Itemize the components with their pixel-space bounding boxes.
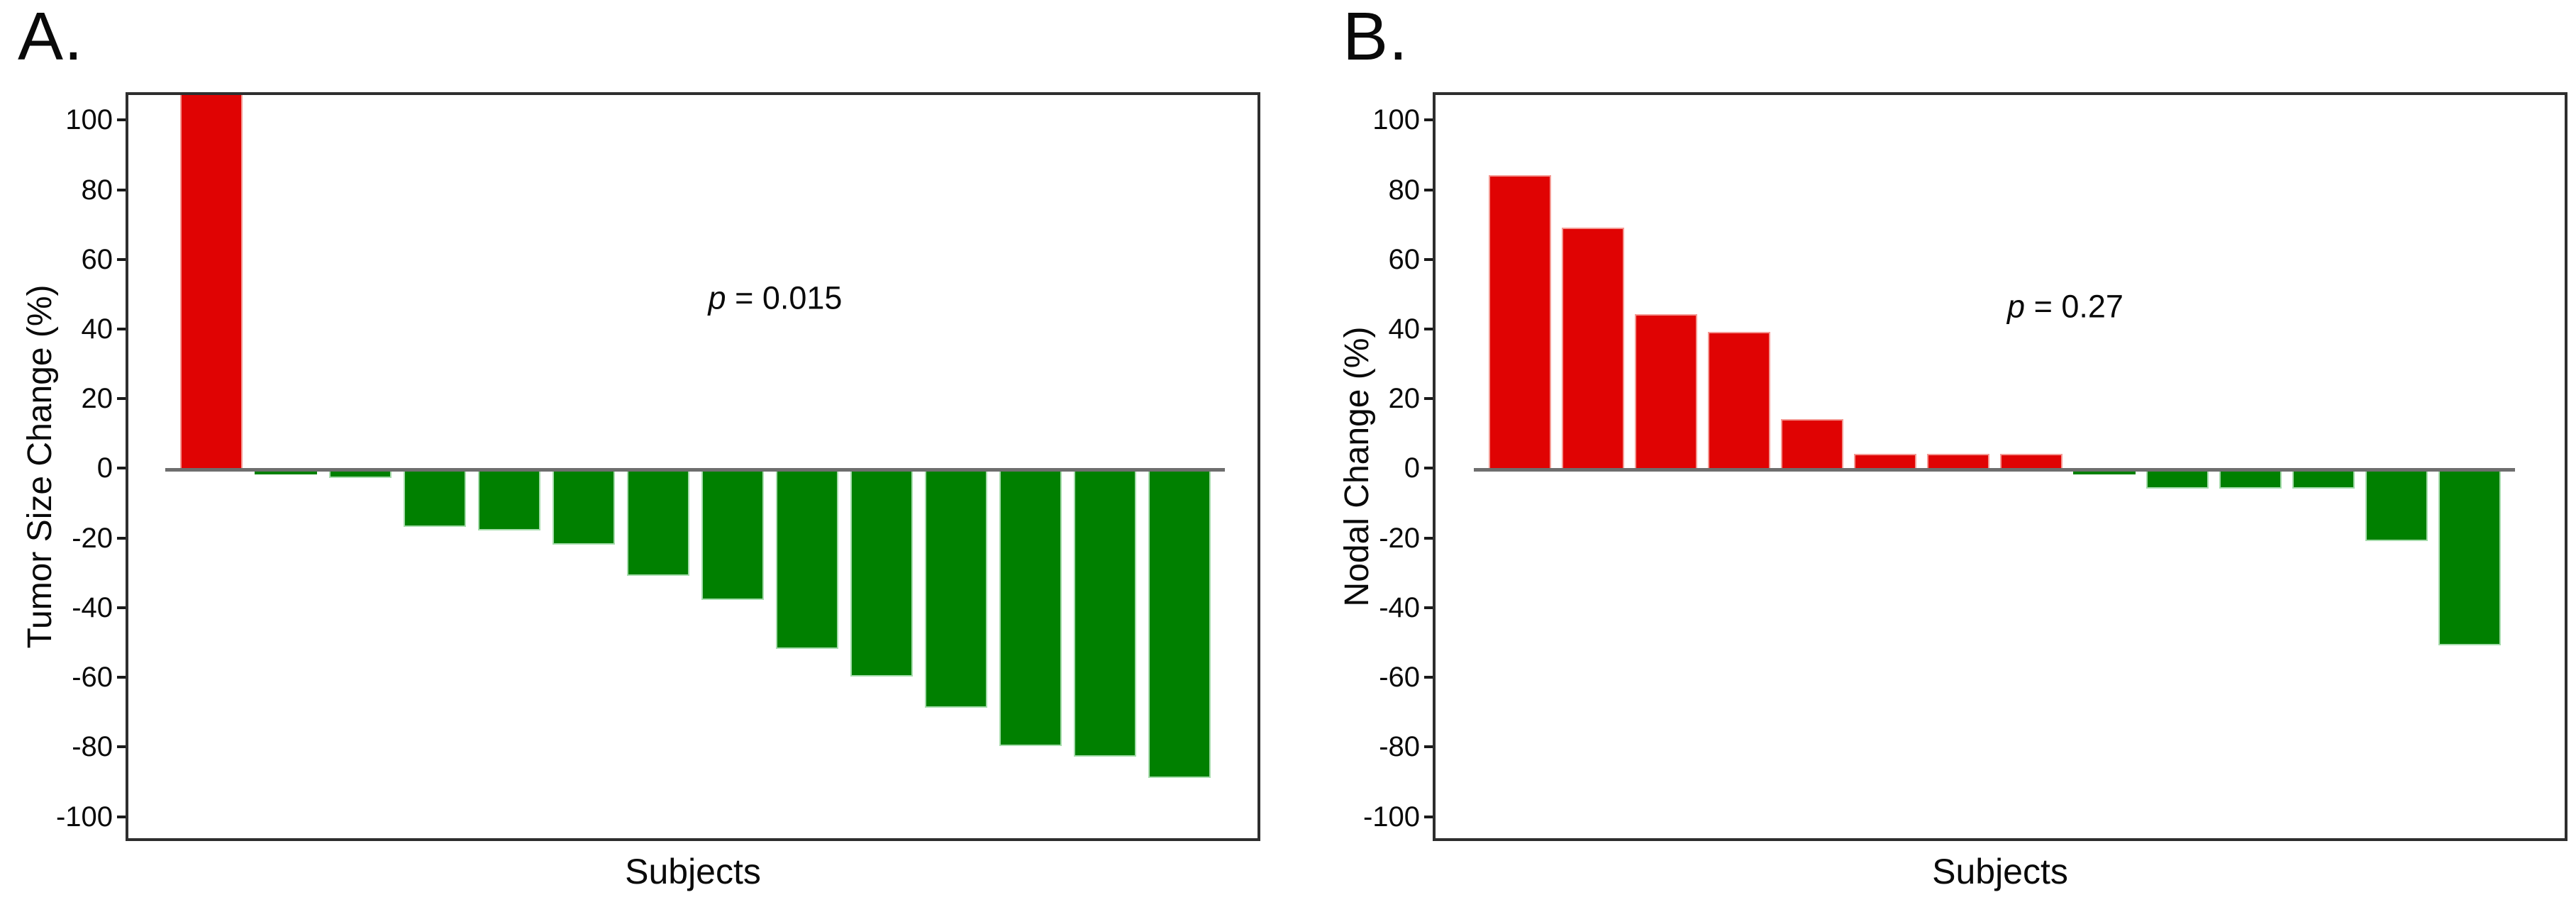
- y-tick-mark-b-40: [1424, 327, 1433, 330]
- bar-a-11: [925, 471, 987, 708]
- y-tick-mark-a--80: [117, 745, 126, 749]
- bar-b-11: [2219, 471, 2282, 489]
- y-tick-mark-a-40: [117, 327, 126, 330]
- p-symbol-b: p: [2007, 288, 2026, 325]
- y-tick-mark-a-80: [117, 188, 126, 191]
- bar-a-5: [478, 471, 540, 530]
- plot-area-b: [1433, 92, 2567, 841]
- zero-axis-line-a: [165, 468, 1225, 472]
- y-tick-mark-b-0: [1424, 467, 1433, 470]
- y-tick-label-b-40: 40: [1388, 313, 1421, 345]
- panel-label-a: A.: [18, 0, 84, 74]
- bar-a-7: [627, 471, 689, 576]
- bar-b-6: [1854, 453, 1916, 472]
- y-tick-mark-b-80: [1424, 188, 1433, 191]
- y-axis-title-a: Tumor Size Change (%): [21, 284, 59, 649]
- p-value-annotation-a: p = 0.015: [709, 282, 843, 314]
- y-tick-mark-a--20: [117, 536, 126, 540]
- x-axis-title-a: Subjects: [625, 852, 761, 891]
- y-tick-mark-a-60: [117, 257, 126, 261]
- y-tick-label-a--20: -20: [72, 522, 113, 554]
- y-tick-mark-b--20: [1424, 536, 1433, 540]
- y-tick-mark-a-20: [117, 397, 126, 401]
- y-tick-label-b--60: -60: [1379, 662, 1420, 694]
- y-tick-mark-b-100: [1424, 118, 1433, 122]
- p-value-text-a: = 0.015: [726, 279, 843, 316]
- bar-a-9: [776, 471, 838, 649]
- bar-a-2: [255, 471, 317, 475]
- y-axis-title-b: Nodal Change (%): [1338, 326, 1376, 607]
- bar-b-5: [1781, 418, 1843, 472]
- y-tick-mark-b--60: [1424, 676, 1433, 679]
- bar-a-13: [1074, 471, 1136, 757]
- p-value-annotation-b: p = 0.27: [2007, 291, 2123, 323]
- y-tick-label-a--100: -100: [55, 801, 113, 833]
- y-tick-label-a--60: -60: [72, 662, 113, 694]
- bar-a-4: [404, 471, 466, 528]
- y-tick-mark-b--40: [1424, 606, 1433, 609]
- y-tick-mark-b--100: [1424, 815, 1433, 818]
- y-tick-label-a-80: 80: [81, 174, 113, 206]
- y-tick-label-b--40: -40: [1379, 591, 1420, 623]
- y-tick-label-b--20: -20: [1379, 522, 1420, 554]
- y-tick-mark-a-100: [117, 118, 126, 122]
- bar-b-8: [2000, 453, 2063, 472]
- bar-b-14: [2438, 471, 2501, 646]
- y-tick-label-a-0: 0: [96, 452, 113, 484]
- bar-b-1: [1489, 174, 1551, 472]
- y-tick-label-a--40: -40: [72, 591, 113, 623]
- p-symbol-a: p: [708, 279, 726, 316]
- bar-b-13: [2365, 471, 2428, 541]
- bar-b-12: [2292, 471, 2355, 489]
- y-tick-label-b-60: 60: [1388, 243, 1421, 275]
- y-tick-mark-b-20: [1424, 397, 1433, 401]
- bar-a-1: [180, 95, 243, 472]
- bar-b-3: [1635, 314, 1697, 472]
- bar-b-9: [2073, 471, 2136, 475]
- bar-a-14: [1148, 471, 1211, 778]
- bar-b-4: [1708, 331, 1770, 472]
- y-tick-label-a-100: 100: [65, 104, 113, 136]
- y-tick-label-b-0: 0: [1404, 452, 1420, 484]
- bar-a-6: [553, 471, 615, 545]
- bar-b-7: [1927, 453, 1989, 472]
- y-tick-label-b-100: 100: [1372, 104, 1420, 136]
- y-tick-label-a--80: -80: [72, 731, 113, 763]
- y-tick-label-a-40: 40: [81, 313, 113, 345]
- y-tick-label-b-20: 20: [1388, 383, 1421, 415]
- bar-a-3: [329, 471, 392, 479]
- bar-a-10: [850, 471, 913, 677]
- y-tick-mark-a--60: [117, 676, 126, 679]
- y-tick-label-b-80: 80: [1388, 174, 1421, 206]
- x-axis-title-b: Subjects: [1932, 852, 2068, 891]
- bar-b-10: [2146, 471, 2209, 489]
- y-tick-mark-a-0: [117, 467, 126, 470]
- p-value-text-b: = 0.27: [2025, 288, 2123, 325]
- zero-axis-line-b: [1474, 468, 2515, 472]
- y-tick-mark-b--80: [1424, 745, 1433, 749]
- y-tick-mark-a--100: [117, 815, 126, 818]
- panel-label-b: B.: [1343, 0, 1409, 74]
- y-tick-label-b--100: -100: [1362, 801, 1420, 833]
- bar-a-12: [999, 471, 1062, 747]
- y-tick-mark-a--40: [117, 606, 126, 609]
- y-tick-label-a-60: 60: [81, 243, 113, 275]
- bar-a-8: [701, 471, 764, 601]
- y-tick-label-a-20: 20: [81, 383, 113, 415]
- y-tick-mark-b-60: [1424, 257, 1433, 261]
- y-tick-label-b--80: -80: [1379, 731, 1420, 763]
- bar-b-2: [1562, 227, 1624, 472]
- plot-area-a: [126, 92, 1260, 841]
